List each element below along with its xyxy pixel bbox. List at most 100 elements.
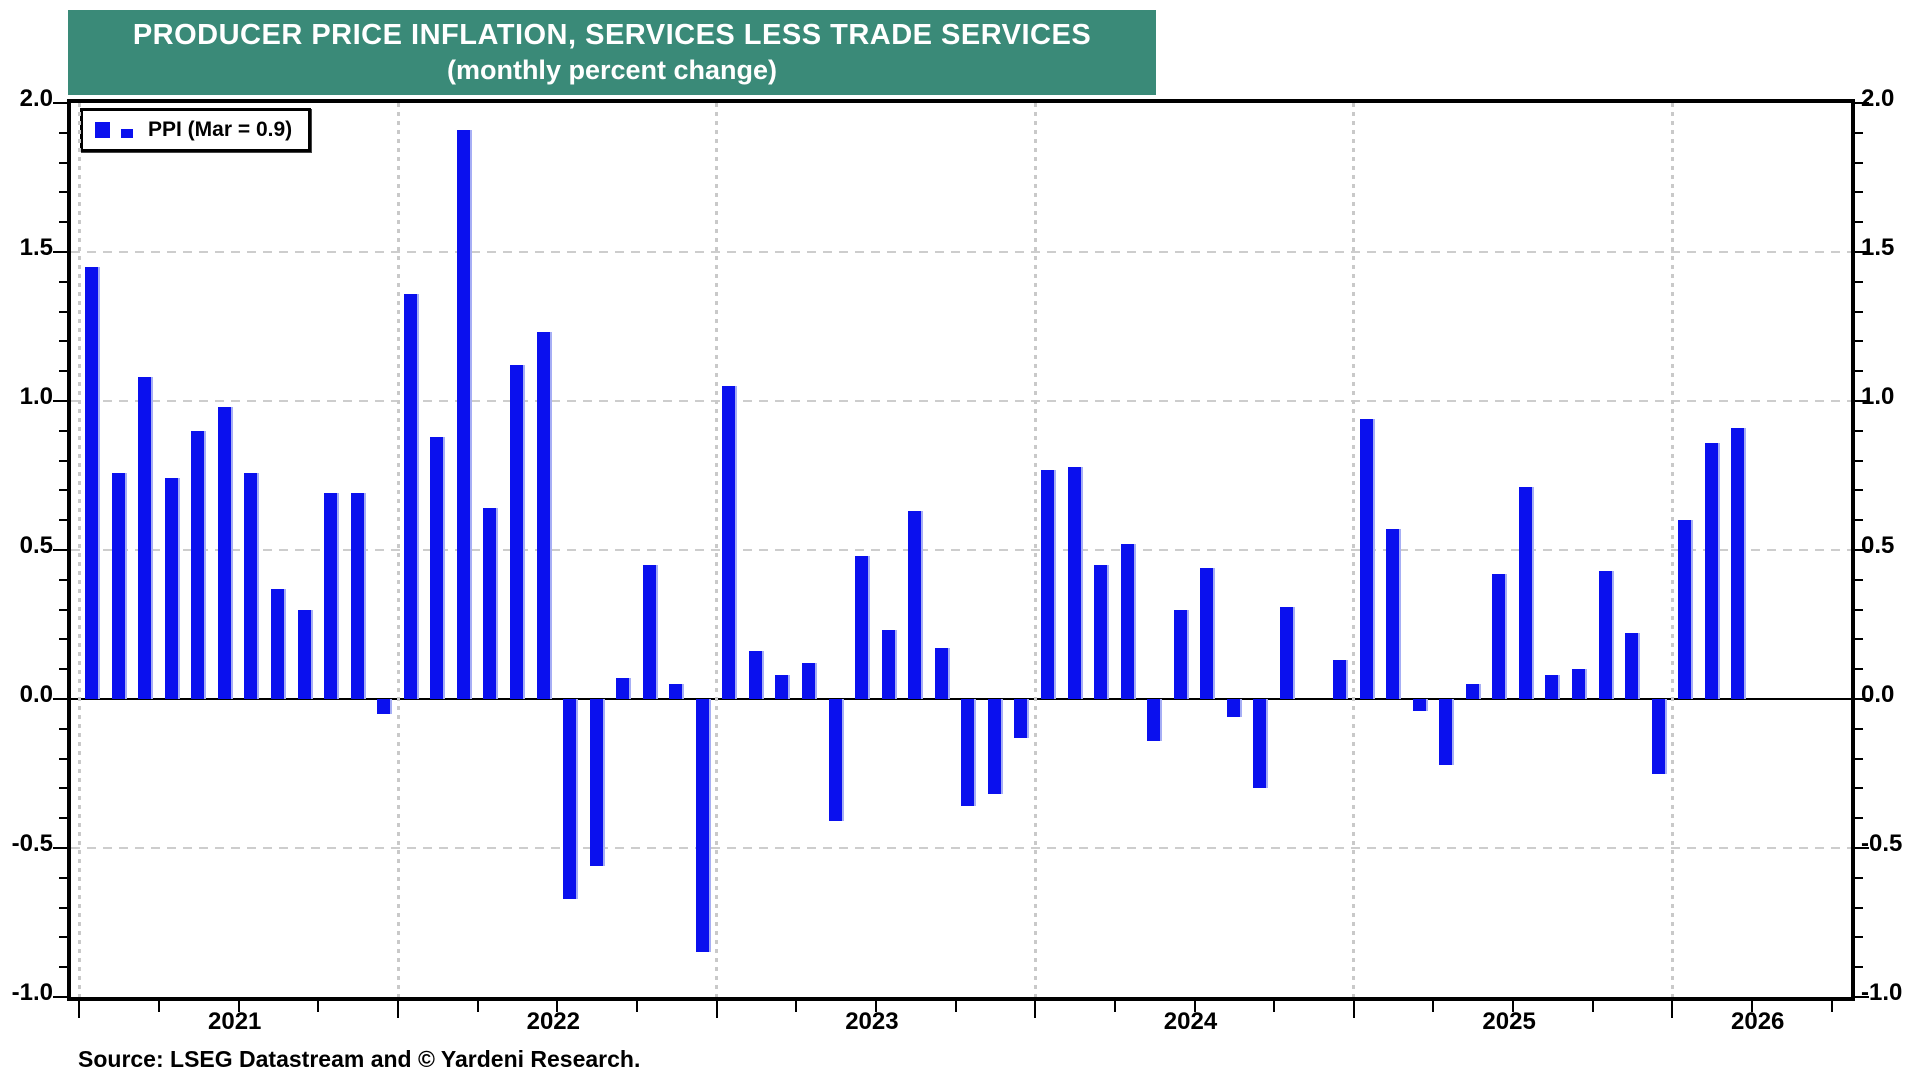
ppi-bar	[802, 663, 818, 699]
y-tick-right	[1855, 817, 1863, 820]
y-tick-right	[1855, 280, 1863, 283]
y-tick-left	[59, 638, 67, 641]
ppi-bar	[669, 684, 685, 699]
ppi-bar	[642, 565, 658, 699]
y-axis-label-left: 0.0	[19, 681, 53, 708]
zero-axis-line	[71, 698, 1851, 700]
y-axis-label-right: 1.5	[1861, 234, 1895, 261]
y-tick-left	[53, 698, 67, 700]
ppi-bar	[456, 130, 472, 699]
y-tick-left	[59, 876, 67, 879]
ppi-bar	[1147, 699, 1163, 741]
y-tick-right	[1855, 221, 1863, 224]
ppi-bar	[1333, 660, 1349, 699]
legend-bar-marker-large-icon	[95, 122, 110, 138]
ppi-bar	[961, 699, 977, 806]
ppi-bar	[1226, 699, 1242, 717]
ppi-bar	[775, 675, 791, 699]
x-tick	[1193, 1001, 1196, 1012]
chart-subtitle: (monthly percent change)	[446, 55, 778, 86]
y-tick-left	[53, 549, 67, 551]
year-gridline	[715, 103, 719, 997]
x-tick	[1671, 1001, 1674, 1018]
ppi-bar	[1253, 699, 1269, 788]
ppi-bar	[881, 630, 897, 699]
x-tick	[476, 1001, 479, 1012]
ppi-bar	[1386, 529, 1402, 699]
y-gridline	[71, 251, 1851, 253]
y-tick-right	[1855, 876, 1863, 879]
ppi-bar	[1120, 544, 1136, 699]
ppi-bar	[138, 377, 154, 699]
ppi-bar	[297, 610, 313, 699]
ppi-bar	[1359, 419, 1375, 699]
x-tick	[237, 1001, 240, 1012]
year-gridline	[1033, 103, 1037, 997]
ppi-bar	[324, 493, 340, 699]
y-tick-right	[1855, 996, 1869, 998]
y-tick-left	[59, 906, 67, 909]
ppi-bar	[1625, 633, 1641, 699]
x-tick	[78, 1001, 81, 1018]
ppi-bar	[1412, 699, 1428, 711]
chart-title-box: PRODUCER PRICE INFLATION, SERVICES LESS …	[68, 10, 1156, 95]
y-tick-right	[1855, 578, 1863, 581]
ppi-bar	[616, 678, 632, 699]
ppi-bar	[377, 699, 393, 714]
y-axis-label-left: 1.5	[19, 234, 53, 261]
ppi-bar	[244, 473, 260, 699]
ppi-bar	[1678, 520, 1694, 699]
y-tick-right	[1855, 906, 1863, 909]
ppi-bar	[987, 699, 1003, 794]
ppi-bar	[1279, 607, 1295, 699]
ppi-bar	[695, 699, 711, 952]
ppi-bar	[1731, 428, 1747, 699]
x-tick	[1113, 1001, 1116, 1012]
y-tick-right	[1855, 519, 1863, 522]
ppi-bar	[85, 267, 101, 699]
y-axis-label-left: -1.0	[11, 979, 53, 1006]
ppi-bar	[1200, 568, 1216, 699]
y-axis-label-right: 0.0	[1861, 681, 1895, 708]
y-tick-left	[59, 370, 67, 373]
y-tick-right	[1855, 429, 1863, 432]
y-gridline	[71, 400, 1851, 402]
y-tick-right	[1855, 668, 1863, 671]
ppi-bar	[589, 699, 605, 866]
y-axis-label-right: -1.0	[1861, 979, 1903, 1006]
ppi-bar	[1067, 467, 1083, 699]
x-tick	[397, 1001, 399, 1018]
ppi-bar	[483, 508, 499, 699]
y-tick-left	[59, 489, 67, 492]
ppi-bar	[111, 473, 127, 699]
ppi-bar	[1492, 574, 1508, 699]
x-axis-year-label: 2022	[526, 1008, 580, 1035]
year-gridline	[396, 103, 400, 997]
ppi-bar	[855, 556, 871, 699]
y-axis-label-right: 2.0	[1861, 85, 1895, 112]
ppi-bar	[403, 294, 419, 699]
y-tick-left	[59, 459, 67, 462]
y-tick-left	[59, 280, 67, 283]
ppi-bar	[1094, 565, 1110, 699]
ppi-bar	[271, 589, 287, 699]
y-tick-left	[59, 340, 67, 343]
y-tick-left	[59, 936, 67, 939]
y-axis-label-left: 1.0	[19, 383, 53, 410]
year-gridline	[1352, 103, 1356, 997]
ppi-bar	[164, 478, 180, 699]
x-axis-year-label: 2025	[1482, 1008, 1536, 1035]
y-tick-left	[59, 191, 67, 194]
ppi-bar	[1040, 470, 1056, 699]
y-tick-right	[1855, 340, 1863, 343]
y-axis-label-right: -0.5	[1861, 830, 1903, 857]
y-axis-label-left: 2.0	[19, 85, 53, 112]
y-tick-right	[1855, 370, 1863, 373]
y-tick-left	[59, 310, 67, 313]
y-tick-left	[59, 131, 67, 134]
x-tick	[1352, 1001, 1355, 1018]
ppi-bar	[1598, 571, 1614, 699]
y-tick-right	[1855, 698, 1869, 700]
y-tick-left	[53, 102, 67, 104]
y-tick-right	[1855, 102, 1869, 104]
